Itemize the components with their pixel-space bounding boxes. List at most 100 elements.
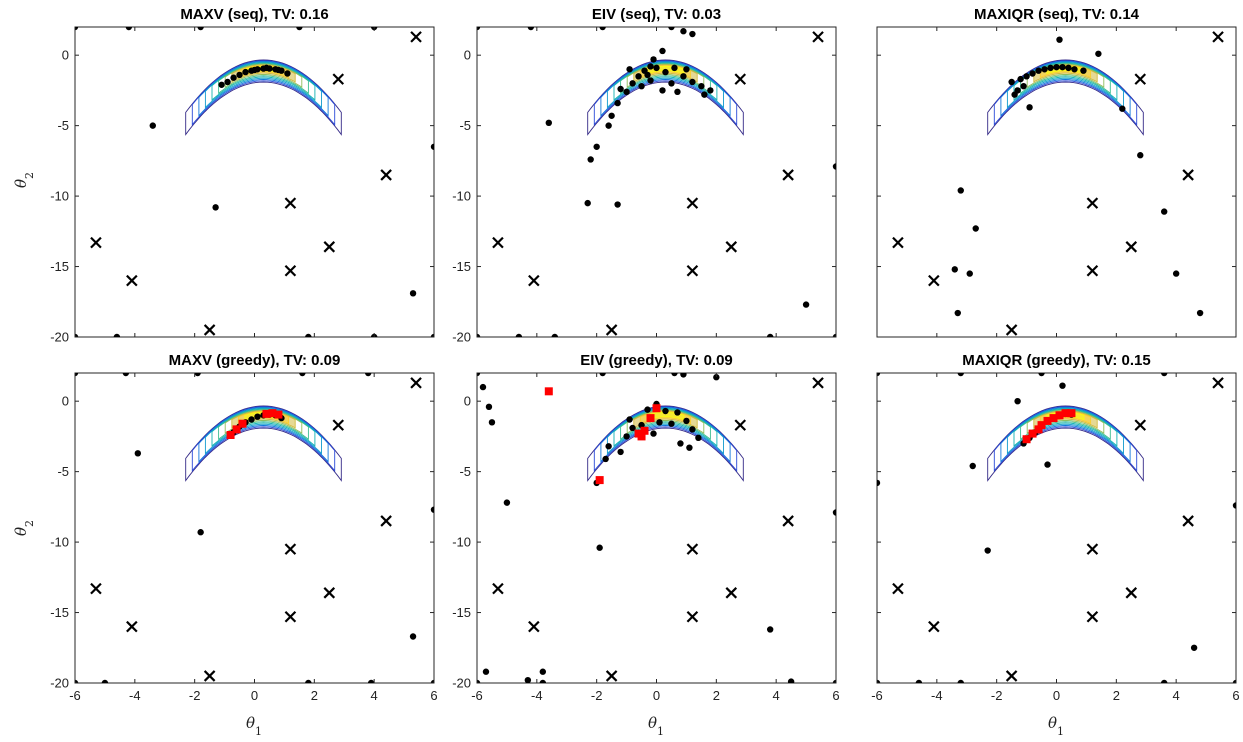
y-ticks: -20 -15 -10 -5 0 <box>452 48 836 345</box>
sample-point <box>230 74 237 81</box>
sample-point <box>668 420 675 427</box>
contour-line <box>185 59 342 136</box>
sample-point <box>527 27 535 31</box>
observation-cross <box>686 197 699 209</box>
observation-cross <box>1086 197 1099 209</box>
y-tick-label: -5 <box>459 118 471 133</box>
sample-point <box>1026 104 1033 111</box>
sample-point <box>284 70 291 77</box>
sample-point <box>593 143 600 150</box>
x-ticks <box>476 27 837 337</box>
observation-cross <box>410 377 422 389</box>
contour-line <box>185 405 342 482</box>
sample-point <box>1161 679 1168 683</box>
sample-point <box>787 678 795 683</box>
cross-stroke <box>284 264 297 277</box>
cross-stroke <box>892 582 904 595</box>
sample-point <box>647 77 654 84</box>
greedy-point <box>646 414 655 423</box>
contour-line <box>204 61 322 109</box>
sample-point <box>605 443 612 450</box>
sample-point <box>650 430 657 437</box>
sample-point <box>877 679 881 683</box>
y-tick-label: -5 <box>459 464 471 479</box>
cross-stroke <box>1212 31 1224 43</box>
sample-point <box>713 374 720 381</box>
contour-line <box>1000 60 1131 117</box>
x-tick-label: 2 <box>713 688 720 703</box>
x-tick-label: 4 <box>773 688 780 703</box>
sample-point <box>364 373 372 377</box>
cross-stroke <box>928 274 940 287</box>
sample-point <box>539 668 547 675</box>
sample-point <box>614 99 621 107</box>
y-tick-label: -20 <box>50 676 69 691</box>
observation-cross <box>284 264 297 277</box>
sample-point <box>686 444 693 451</box>
y-tick-label: -5 <box>57 464 69 479</box>
sample-point <box>134 450 142 457</box>
sample-point <box>638 82 645 90</box>
x-ticks <box>876 27 1237 337</box>
observation-cross <box>1125 241 1138 253</box>
sample-point <box>75 373 79 377</box>
sample-point <box>430 143 434 150</box>
sample-point <box>671 373 678 377</box>
sample-point <box>1059 382 1066 389</box>
panel-eiv-seq: EIV (seq), TV: 0.03 -20 -15 -10 -5 0 <box>452 6 837 345</box>
sample-point <box>1053 63 1060 71</box>
sample-point <box>1017 75 1024 83</box>
sample-point <box>683 66 690 73</box>
sample-point <box>224 78 231 86</box>
sample-point <box>626 416 633 423</box>
observation-cross <box>1125 587 1138 599</box>
sample-point <box>877 479 881 487</box>
observation-cross <box>284 197 297 209</box>
observation-cross <box>812 31 824 43</box>
sample-point <box>635 73 642 80</box>
contour-line <box>587 59 744 136</box>
cross-stroke <box>323 587 336 599</box>
contour-line <box>218 63 309 95</box>
sample-point <box>605 122 612 129</box>
panel-title: MAXV (seq), TV: 0.16 <box>180 6 328 23</box>
sample-point <box>662 407 669 415</box>
sample-point <box>668 80 675 87</box>
contour-line <box>211 62 316 101</box>
panel-maxv-seq: MAXV (seq), TV: 0.16 -20 -15 -10 -5 0 <box>50 6 435 345</box>
y-tick-label: -10 <box>50 535 69 550</box>
observation-cross <box>1086 264 1099 277</box>
x-tick-label: 2 <box>1113 688 1120 703</box>
observation-cross <box>686 610 699 623</box>
sample-point <box>972 225 979 232</box>
sample-point <box>1029 70 1036 77</box>
sample-point <box>915 679 923 683</box>
cross-stroke <box>1086 543 1099 555</box>
x-ticks: -6 -4 -2 0 2 4 6 <box>69 373 438 703</box>
cross-stroke <box>605 670 618 682</box>
sample-point <box>647 63 654 70</box>
observation-cross <box>332 73 345 85</box>
sample-point <box>802 301 810 308</box>
y-tick-label: 0 <box>62 394 69 409</box>
greedy-point <box>226 431 235 439</box>
observation-cross <box>323 587 336 599</box>
sample-point <box>305 679 312 683</box>
sample-point <box>545 119 552 127</box>
sample-point <box>1172 270 1180 277</box>
sample-point <box>587 156 594 163</box>
observation-cross <box>528 620 540 633</box>
cross-stroke <box>492 582 504 595</box>
cross-stroke <box>605 324 618 336</box>
sample-point <box>485 403 493 411</box>
sample-point <box>251 66 258 74</box>
y-tick-label: -15 <box>50 605 69 620</box>
cross-stroke <box>410 377 422 389</box>
sample-point <box>957 373 964 377</box>
observation-cross <box>782 169 794 181</box>
sample-point <box>1161 373 1168 377</box>
x-tick-label: -2 <box>991 688 1003 703</box>
sample-point <box>957 679 964 683</box>
sample-point <box>122 373 130 377</box>
sample-point <box>1020 82 1027 90</box>
